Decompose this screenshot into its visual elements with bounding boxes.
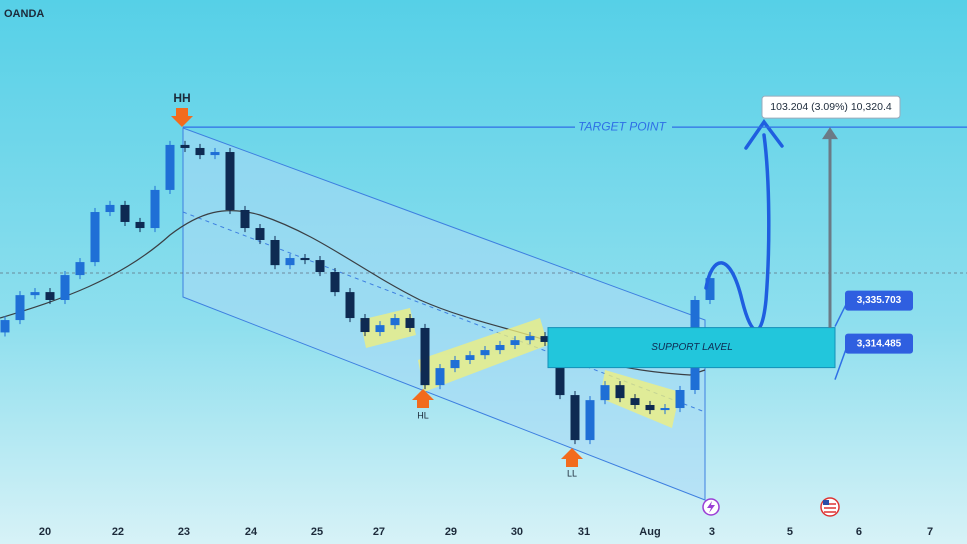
candle-body — [345, 292, 355, 319]
candle-body — [45, 292, 55, 300]
x-tick-label: 29 — [445, 526, 457, 538]
x-tick-label: 22 — [112, 526, 124, 538]
x-tick-label: 23 — [178, 526, 190, 538]
x-tick-label: 7 — [927, 526, 933, 538]
x-tick-label: 30 — [511, 526, 523, 538]
candle-body — [330, 272, 340, 293]
candle-body — [0, 320, 10, 333]
candle-body — [165, 144, 175, 190]
candle-body — [105, 204, 115, 213]
x-tick-label: 31 — [578, 526, 590, 538]
arrow-up — [412, 389, 434, 408]
candle-body — [405, 318, 415, 328]
x-tick-label: 6 — [856, 526, 862, 538]
candle-body — [375, 325, 385, 333]
candle-body — [495, 345, 505, 351]
x-tick-label: 24 — [245, 526, 258, 538]
highlight — [360, 308, 416, 348]
flag-icon-canton — [823, 500, 829, 505]
candle-body — [450, 360, 460, 369]
source: OANDA — [4, 8, 44, 20]
arrow-down — [171, 108, 193, 127]
candle-body — [180, 144, 190, 148]
candle-body — [120, 204, 130, 222]
candle-body — [540, 336, 550, 342]
candle-body — [195, 147, 205, 156]
price-label: 3,335.703 — [857, 295, 902, 306]
candle-body — [75, 262, 85, 276]
event-icon-bolt — [707, 501, 715, 513]
candle-body — [465, 355, 475, 360]
candle-body — [210, 152, 220, 156]
support-label: SUPPORT LAVEL — [651, 342, 733, 353]
candle-body — [15, 295, 25, 321]
pivot-label: HH — [173, 91, 190, 105]
candles — [0, 140, 715, 445]
x-tick-label: Aug — [639, 526, 660, 538]
candle-body — [630, 398, 640, 405]
candle-body — [600, 385, 610, 401]
candle-body — [645, 405, 655, 411]
measure-box — [761, 95, 901, 119]
candle-body — [570, 395, 580, 441]
price-label-box — [845, 333, 913, 354]
candle-body — [60, 275, 70, 300]
candle-body — [225, 152, 235, 210]
pivot-label: LL — [567, 468, 577, 478]
candle-body — [615, 385, 625, 399]
target-label: TARGET POINT — [578, 119, 667, 133]
x-tick-label: 27 — [373, 526, 385, 538]
candle-body — [435, 368, 445, 386]
candle-body — [30, 292, 40, 296]
price-label-box — [845, 290, 913, 311]
pivot-label: HL — [417, 410, 429, 420]
candle-body — [555, 341, 565, 396]
x-tick-label: 3 — [709, 526, 715, 538]
candle-body — [705, 278, 715, 300]
support-zone — [547, 327, 836, 369]
candle-body — [285, 258, 295, 266]
x-tick-label: 5 — [787, 526, 793, 538]
candle-body — [675, 390, 685, 409]
candle-body — [255, 228, 265, 240]
candle-body — [480, 350, 490, 356]
candle-body — [150, 189, 160, 229]
arrow-up — [561, 448, 583, 467]
candle-body — [660, 408, 670, 411]
candle-body — [240, 210, 250, 229]
candle-body — [360, 318, 370, 333]
measure-label: 103.204 (3.09%) 10,320.4 — [770, 101, 892, 113]
x-tick-label: 25 — [311, 526, 323, 538]
candle-body — [270, 240, 280, 266]
candle-body — [90, 212, 100, 263]
candle-body — [300, 258, 310, 261]
candle-body — [525, 336, 535, 341]
candle-body — [315, 260, 325, 273]
candle-body — [420, 327, 430, 386]
x-tick-label: 20 — [39, 526, 51, 538]
candle-body — [510, 340, 520, 345]
candle-body — [135, 221, 145, 229]
price-label: 3,314.485 — [857, 338, 902, 349]
candle-body — [585, 400, 595, 441]
candle-body — [390, 318, 400, 326]
measure-arrowhead — [822, 127, 838, 140]
